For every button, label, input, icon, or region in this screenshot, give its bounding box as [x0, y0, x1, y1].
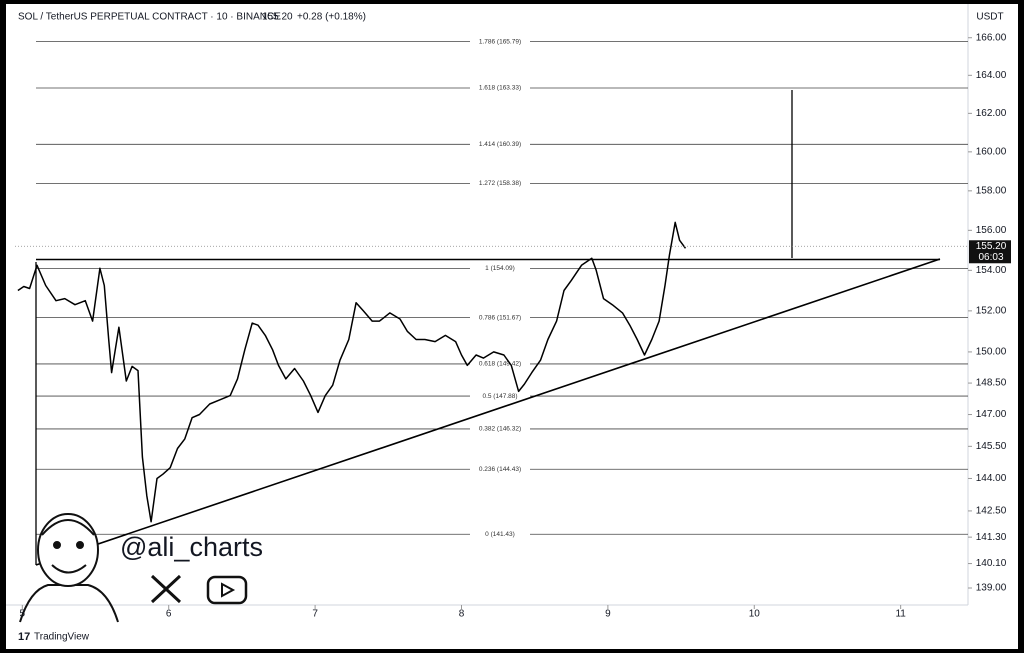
fib-label-bg — [470, 530, 530, 539]
header-price: 155.20 — [262, 12, 293, 23]
fib-label: 1.618 (163.33) — [479, 85, 521, 92]
header-change: +0.28 (+0.18%) — [297, 12, 366, 23]
y-tick-label: 141.30 — [976, 532, 1007, 543]
countdown: 06:03 — [978, 252, 1003, 263]
y-tick-label: 139.00 — [976, 583, 1007, 594]
x-tick-label: 10 — [749, 609, 761, 620]
brand: TradingView — [34, 632, 90, 643]
price-line — [17, 221, 687, 523]
y-tick-label: 160.00 — [976, 146, 1007, 157]
fib-label: 1.272 (158.38) — [479, 180, 521, 187]
y-tick-label: 166.00 — [976, 32, 1007, 43]
x-tick-label: 11 — [895, 609, 906, 620]
fib-label-bg — [470, 392, 530, 401]
y-tick-label: 156.00 — [976, 225, 1007, 236]
y-tick-label: 148.50 — [976, 378, 1007, 389]
y-tick-label: 152.00 — [976, 305, 1007, 316]
last-price-label: 155.20 — [976, 241, 1007, 252]
y-tick-label: 147.00 — [976, 409, 1007, 420]
youtube-play — [221, 582, 236, 598]
fib-label-bg — [470, 179, 530, 188]
watermark: @ali_charts — [120, 532, 263, 562]
fib-label: 0.786 (151.67) — [479, 314, 521, 321]
y-tick-label: 145.50 — [976, 441, 1007, 452]
fib-label-bg — [470, 313, 530, 322]
fib-label: 0.236 (144.43) — [479, 466, 521, 473]
y-tick-label: 142.50 — [976, 506, 1007, 517]
symbol-title: SOL / TetherUS PERPETUAL CONTRACT · 10 ·… — [18, 12, 281, 23]
chart-background — [6, 4, 1018, 649]
fib-label: 0.618 (149.42) — [479, 361, 521, 368]
x-tick-label: 7 — [312, 609, 318, 620]
y-tick-label: 150.00 — [976, 347, 1007, 358]
avatar — [19, 513, 119, 623]
trend-line — [35, 258, 941, 566]
fib-label-bg — [470, 37, 530, 46]
y-tick-label: 164.00 — [976, 70, 1007, 81]
fib-label-bg — [470, 424, 530, 433]
x-icon — [150, 574, 182, 604]
fib-label-bg — [470, 359, 530, 368]
fib-label: 1 (154.09) — [485, 265, 515, 272]
fib-label: 1.414 (160.39) — [479, 141, 521, 148]
y-tick-label: 158.00 — [976, 185, 1007, 196]
y-tick-label: 162.00 — [976, 108, 1007, 119]
fib-label-bg — [470, 140, 530, 149]
fib-label: 0.5 (147.88) — [482, 393, 517, 400]
currency-label: USDT — [976, 12, 1003, 23]
x-tick-label: 8 — [459, 609, 465, 620]
fib-label: 0.382 (146.32) — [479, 426, 521, 433]
fib-label-bg — [470, 264, 530, 273]
x-tick-label: 6 — [166, 609, 172, 620]
x-tick-label: 9 — [605, 609, 611, 620]
fib-label-bg — [470, 83, 530, 92]
fib-label-bg — [470, 465, 530, 474]
y-tick-label: 154.00 — [976, 265, 1007, 276]
y-tick-label: 140.10 — [976, 558, 1007, 569]
x-tick-label: 5 — [20, 609, 26, 620]
brand-logo: 17 — [18, 631, 30, 643]
fib-label: 0 (141.43) — [485, 531, 515, 538]
youtube-icon — [206, 575, 248, 605]
fib-label: 1.786 (165.79) — [479, 38, 521, 45]
last-price-box — [969, 240, 1011, 264]
y-tick-label: 144.00 — [976, 473, 1007, 484]
